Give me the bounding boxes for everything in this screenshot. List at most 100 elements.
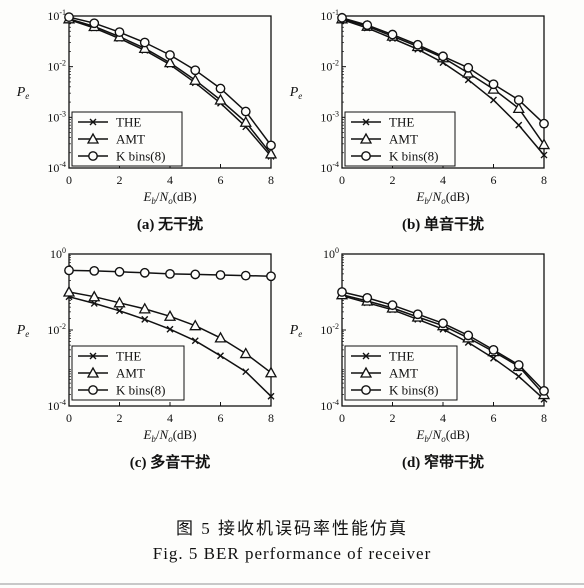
data-point-circle xyxy=(89,18,100,29)
data-point-x xyxy=(490,96,497,104)
data-point-x xyxy=(166,325,174,333)
x-tick-label: 2 xyxy=(390,411,396,425)
legend-label: AMT xyxy=(389,132,418,147)
data-point-circle xyxy=(513,360,524,370)
y-tick-label: 100 xyxy=(323,246,339,261)
x-tick-label: 4 xyxy=(440,411,446,425)
data-point-circle xyxy=(387,29,398,40)
figure-caption-english: Fig. 5 BER performance of receiver xyxy=(152,544,432,563)
data-point-circle xyxy=(165,50,175,60)
data-point-triangle xyxy=(138,302,151,314)
data-point-x xyxy=(141,315,149,323)
y-tick-label: 10-3 xyxy=(320,109,339,124)
x-tick-label: 8 xyxy=(268,411,274,425)
x-tick-label: 4 xyxy=(440,173,446,187)
data-point-circle xyxy=(114,266,125,277)
data-point-x xyxy=(242,368,250,376)
data-point-x xyxy=(515,372,523,380)
data-point-circle xyxy=(64,265,74,276)
x-tick-label: 6 xyxy=(218,173,224,187)
data-point-x xyxy=(90,299,98,307)
x-tick-label: 4 xyxy=(167,173,173,187)
y-tick-label: 10-2 xyxy=(47,322,66,337)
legend-marker-triangle xyxy=(359,366,373,378)
data-point-triangle xyxy=(88,290,101,302)
legend-marker-triangle xyxy=(359,132,373,144)
data-point-x xyxy=(515,121,523,129)
legend-label: THE xyxy=(389,115,414,130)
x-tick-label: 0 xyxy=(339,173,345,187)
data-point-triangle xyxy=(537,138,551,150)
data-point-circle xyxy=(64,12,74,23)
x-axis-label: Eb/No(dB) xyxy=(142,427,196,444)
chart-panel-a: 0 2 4 6 8 10-4 10-3 10-2 10-1 Eb/No(dB) Pe THE AMT K … xyxy=(16,8,278,233)
y-tick-label: 10-2 xyxy=(320,59,339,74)
y-tick-label: 10-1 xyxy=(320,8,339,23)
data-point-circle xyxy=(362,20,373,31)
data-point-circle xyxy=(539,385,549,396)
data-point-x xyxy=(490,354,497,362)
data-point-x xyxy=(116,307,123,315)
x-tick-label: 8 xyxy=(268,173,274,187)
data-point-triangle xyxy=(512,102,525,114)
y-tick-label: 10-3 xyxy=(47,109,66,124)
chart-panel-c: 0 2 4 6 8 10-4 10-2 100 Eb/No(dB) Pe THE AMT K bins(… xyxy=(16,246,278,471)
data-point-circle xyxy=(240,270,251,281)
data-point-triangle xyxy=(239,347,252,359)
data-point-circle xyxy=(190,269,201,280)
data-point-x xyxy=(191,337,199,345)
y-tick-label: 10-4 xyxy=(47,160,66,175)
figure-caption-chinese: 图 5 接收机误码率性能仿真 xyxy=(176,519,408,538)
y-tick-label: 10-1 xyxy=(47,8,66,23)
x-tick-label: 2 xyxy=(390,173,396,187)
chart-panel-d: 0 2 4 6 8 10-4 10-2 100 Eb/No(dB) Pe THE AMT K bins(… xyxy=(289,246,551,471)
data-point-circle xyxy=(488,79,499,90)
y-axis-label: Pe xyxy=(289,85,303,101)
y-tick-label: 10-4 xyxy=(47,398,66,413)
data-point-circle xyxy=(114,27,125,38)
subplot-caption: (d) 窄带干扰 xyxy=(402,453,484,471)
legend-marker-triangle xyxy=(86,132,100,144)
x-tick-label: 0 xyxy=(66,173,72,187)
data-point-triangle xyxy=(62,285,76,297)
subplot-caption: (c) 多音干扰 xyxy=(130,453,210,471)
x-tick-label: 0 xyxy=(339,411,345,425)
legend-label: AMT xyxy=(116,132,145,147)
data-point-circle xyxy=(266,271,276,282)
data-point-triangle xyxy=(264,366,278,378)
legend-label: THE xyxy=(389,349,414,364)
data-point-triangle xyxy=(214,331,227,343)
legend-marker-triangle xyxy=(86,366,100,378)
y-tick-label: 100 xyxy=(50,246,66,261)
legend-label: AMT xyxy=(389,366,418,381)
data-point-circle xyxy=(190,65,201,76)
legend-marker-x xyxy=(362,352,370,360)
y-axis-label: Pe xyxy=(16,85,30,101)
data-point-circle xyxy=(463,330,474,341)
data-point-circle xyxy=(337,287,347,297)
data-point-triangle xyxy=(214,93,227,105)
x-tick-label: 8 xyxy=(541,411,547,425)
legend-label: K bins(8) xyxy=(389,383,438,398)
y-tick-label: 10-4 xyxy=(320,160,339,175)
data-point-circle xyxy=(362,292,373,303)
data-point-circle xyxy=(89,265,100,276)
data-point-triangle xyxy=(264,147,278,159)
data-point-triangle xyxy=(189,319,202,331)
y-tick-label: 10-2 xyxy=(320,322,339,337)
legend-label: THE xyxy=(116,349,141,364)
x-tick-label: 2 xyxy=(117,411,123,425)
legend-marker-x xyxy=(89,352,97,360)
y-tick-label: 10-4 xyxy=(320,398,339,413)
data-point-circle xyxy=(438,51,448,62)
data-point-circle xyxy=(165,268,175,279)
y-tick-label: 10-2 xyxy=(47,59,66,74)
data-point-triangle xyxy=(189,73,202,85)
legend-label: K bins(8) xyxy=(116,383,165,398)
y-axis-label: Pe xyxy=(289,323,303,339)
data-point-triangle xyxy=(239,115,252,127)
x-tick-label: 8 xyxy=(541,173,547,187)
data-point-circle xyxy=(539,118,549,129)
page-divider xyxy=(0,583,584,585)
legend-marker-circle xyxy=(88,385,98,395)
